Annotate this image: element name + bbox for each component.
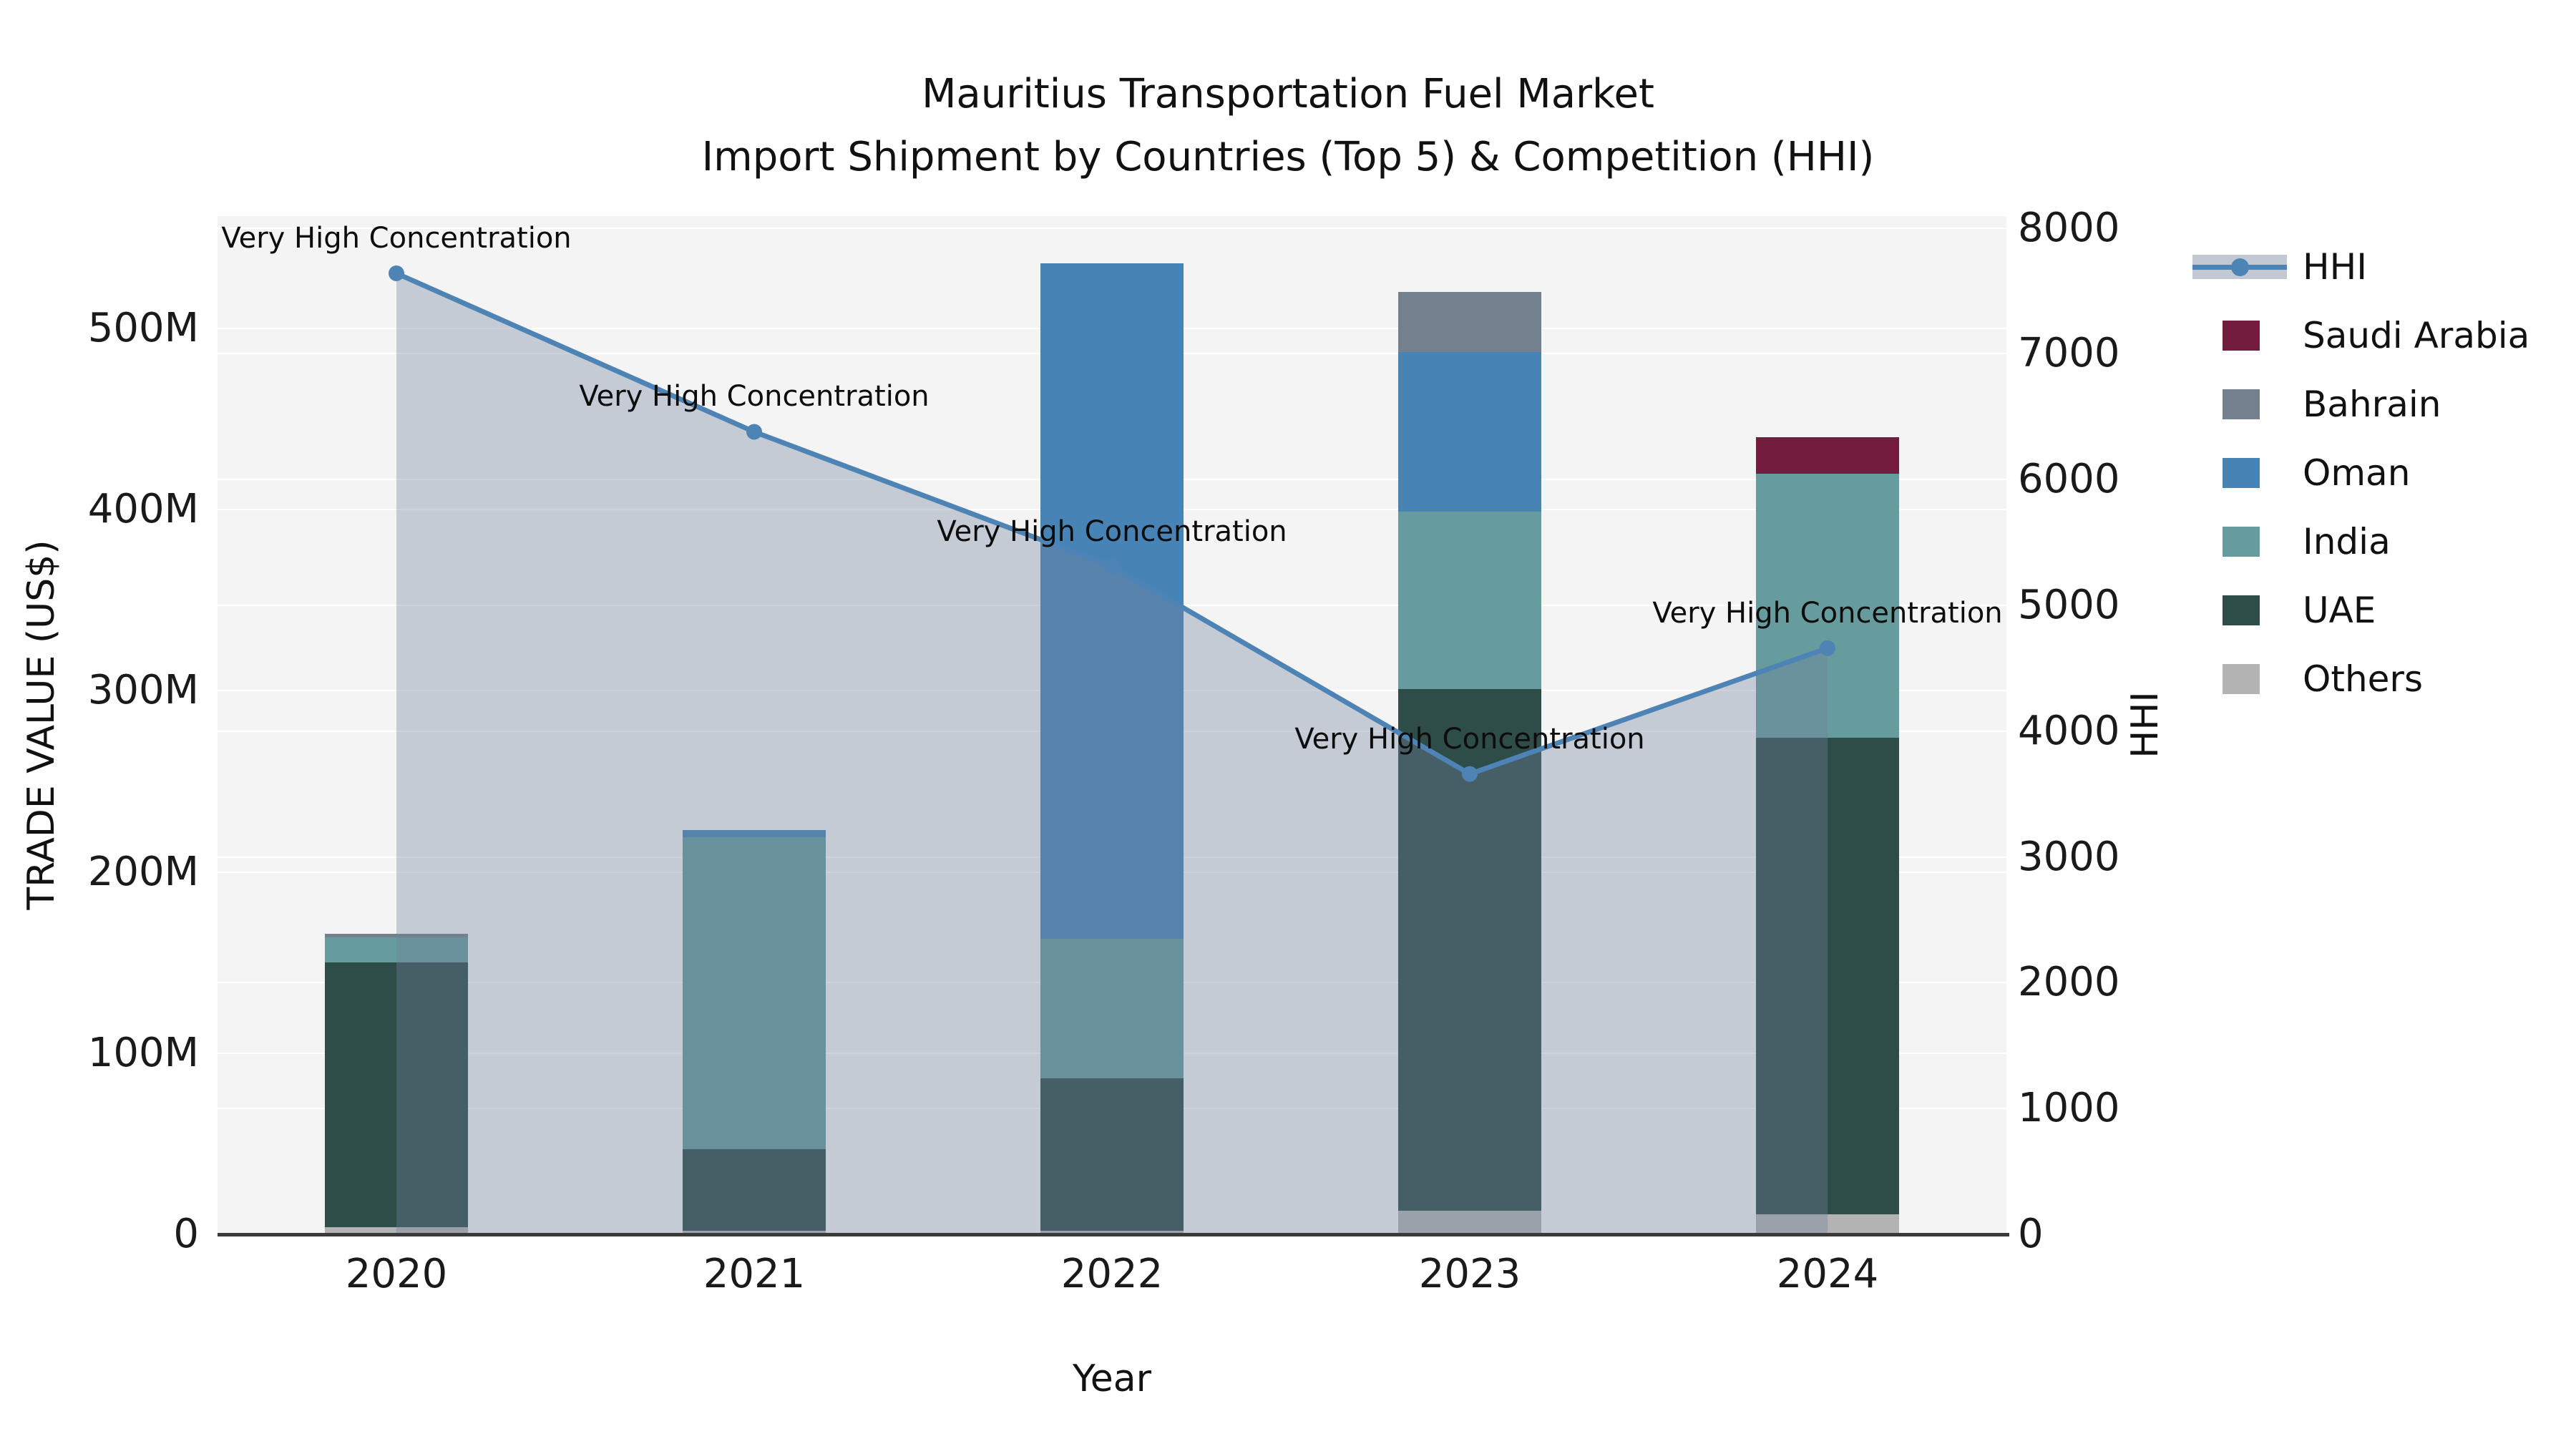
hhi-marker — [1462, 766, 1478, 782]
annotation-very-high-concentration: Very High Concentration — [579, 380, 930, 414]
x-tick-label-2021: 2021 — [703, 1251, 806, 1297]
bar-segment-india — [1756, 473, 1899, 738]
legend-key-patch — [2190, 439, 2297, 507]
y-tick-label-left: 300M — [87, 667, 199, 714]
y-tick-label-right: 4000 — [2018, 707, 2120, 754]
hhi-marker — [389, 265, 404, 281]
bar-segment-uae — [1756, 738, 1899, 1215]
hhi-marker — [746, 424, 762, 440]
legend-label: UAE — [2303, 590, 2376, 631]
y-tick-label-right: 2000 — [2018, 959, 2120, 1006]
legend: HHI Saudi Arabia Bahrain Oman India UAE Others — [2190, 233, 2576, 713]
bar-segment-india — [1040, 939, 1184, 1079]
y-tick-label-left: 200M — [87, 848, 199, 895]
hhi-marker-swatch — [2231, 258, 2249, 276]
bar-segment-uae — [1040, 1078, 1184, 1231]
y-tick-label-right: 6000 — [2018, 456, 2120, 503]
bar-segment-uae — [325, 962, 468, 1227]
legend-key-patch — [2190, 370, 2297, 439]
legend-key-hhi-line-icon — [2190, 233, 2297, 301]
annotation-very-high-concentration: Very High Concentration — [221, 221, 572, 255]
annotation-very-high-concentration: Very High Concentration — [1294, 722, 1645, 756]
hhi-overlay — [389, 265, 1835, 1234]
x-axis-label: Year — [1072, 1357, 1152, 1400]
bar-segment-bahrain — [1398, 292, 1541, 352]
chart-title-line-2: Import Shipment by Countries (Top 5) & C… — [701, 134, 1875, 180]
legend-swatch-oman — [2223, 458, 2260, 488]
legend-item-hhi: HHI — [2190, 233, 2576, 301]
legend-item-oman: Oman — [2190, 439, 2576, 507]
hhi-area-fill — [396, 273, 1828, 1234]
legend-item-india: India — [2190, 507, 2576, 576]
y-tick-label-right: 7000 — [2018, 330, 2120, 377]
x-tick-label-2022: 2022 — [1060, 1251, 1163, 1297]
legend-label: Oman — [2303, 452, 2411, 494]
legend-item-saudi-arabia: Saudi Arabia — [2190, 301, 2576, 370]
x-tick-label-2023: 2023 — [1418, 1251, 1521, 1297]
legend-label: Bahrain — [2303, 384, 2441, 425]
bar-segment-india — [325, 937, 468, 963]
bar-segment-others — [683, 1230, 826, 1234]
bar-segment-india — [683, 837, 826, 1149]
legend-key-patch — [2190, 301, 2297, 370]
y-tick-label-left: 400M — [87, 486, 199, 533]
bar-segment-india — [1398, 511, 1541, 689]
legend-label: Saudi Arabia — [2303, 315, 2530, 356]
annotation-very-high-concentration: Very High Concentration — [937, 514, 1287, 548]
x-tick-label-2020: 2020 — [345, 1251, 448, 1297]
y-tick-label-right: 8000 — [2018, 204, 2120, 251]
y-tick-label-left: 500M — [87, 304, 199, 351]
y-tick-label-right: 0 — [2018, 1211, 2044, 1257]
legend-label: India — [2303, 521, 2391, 562]
legend-label: Others — [2303, 658, 2424, 700]
x-axis-line — [218, 1233, 2009, 1236]
legend-label: HHI — [2303, 246, 2367, 288]
legend-swatch-others — [2223, 664, 2260, 694]
legend-swatch-india — [2223, 527, 2260, 557]
chart-title-line-1: Mauritius Transportation Fuel Market — [922, 71, 1654, 117]
y-tick-label-left: 100M — [87, 1029, 199, 1076]
legend-item-others: Others — [2190, 645, 2576, 713]
hhi-marker — [1820, 640, 1835, 656]
legend-item-bahrain: Bahrain — [2190, 370, 2576, 439]
bar-segment-others — [1398, 1211, 1541, 1234]
bar-segment-oman — [683, 830, 826, 838]
y-tick-label-right: 3000 — [2018, 833, 2120, 880]
y-tick-label-right: 5000 — [2018, 582, 2120, 629]
bar-segment-others — [325, 1226, 468, 1234]
bar-segment-oman — [1040, 263, 1184, 940]
bar-segment-bahrain — [325, 933, 468, 937]
bar-segment-uae — [683, 1148, 826, 1231]
gridline-hhi — [218, 227, 2006, 229]
y-tick-label-left: 0 — [173, 1211, 199, 1257]
bar-segment-saudi-arabia — [1756, 436, 1899, 474]
legend-swatch-saudi-arabia — [2223, 321, 2260, 351]
bar-segment-others — [1756, 1214, 1899, 1234]
hhi-marker — [1104, 558, 1120, 575]
y-tick-label-right: 1000 — [2018, 1085, 2120, 1132]
legend-key-patch — [2190, 645, 2297, 713]
legend-key-patch — [2190, 507, 2297, 576]
legend-key-patch — [2190, 576, 2297, 645]
annotation-very-high-concentration: Very High Concentration — [1652, 596, 2003, 630]
bar-segment-others — [1040, 1230, 1184, 1234]
legend-swatch-uae — [2223, 595, 2260, 625]
legend-swatch-bahrain — [2223, 389, 2260, 419]
x-tick-label-2024: 2024 — [1776, 1251, 1879, 1297]
plot-area: Very High Concentration Very High Concent… — [218, 216, 2006, 1234]
bar-segment-oman — [1398, 351, 1541, 512]
legend-item-uae: UAE — [2190, 576, 2576, 645]
